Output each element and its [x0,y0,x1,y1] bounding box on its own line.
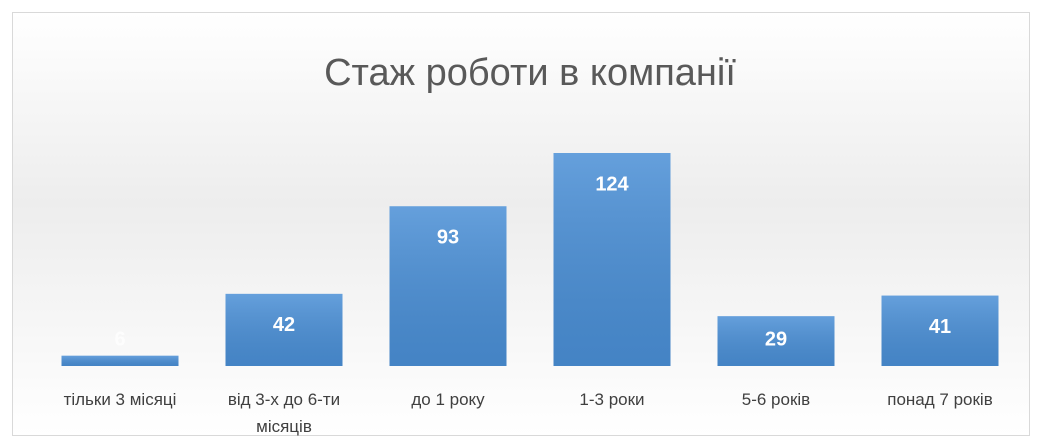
x-tick-label: тільки 3 місяці [63,390,177,409]
bar-shade [881,295,999,366]
x-tick-label: 1-3 роки [579,390,645,409]
bar-shade [61,355,179,366]
chart-title: Стаж роботи в компанії [324,52,736,94]
x-tick-label: понад 7 років [887,390,993,409]
value-label: 42 [273,314,295,336]
chart-frame [12,12,1030,436]
bar-shade [717,316,835,366]
value-label: 6 [114,328,125,350]
value-label: 29 [765,328,787,350]
value-label: 41 [929,316,951,338]
x-tick-label: 5-6 років [741,390,811,409]
bar-shade [389,206,507,366]
x-tick-label: від 3-х до 6-ти місяців [227,390,341,436]
value-label: 124 [595,173,629,195]
bar-shade [553,153,671,366]
x-tick-label: до 1 року [411,390,485,409]
bar-shade [225,293,343,366]
value-label: 93 [437,227,459,249]
